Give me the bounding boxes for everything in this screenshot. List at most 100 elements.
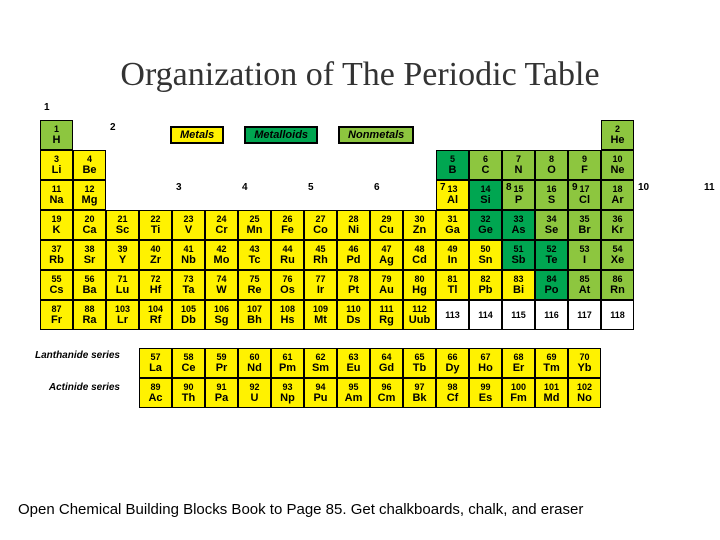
element-symbol: Na <box>49 195 63 206</box>
atomic-number: 118 <box>610 311 625 320</box>
atomic-number: 98 <box>447 383 457 392</box>
atomic-number: 19 <box>51 215 61 224</box>
atomic-number: 103 <box>115 305 130 314</box>
atomic-number: 39 <box>117 245 127 254</box>
group-number: 9 <box>570 182 578 194</box>
atomic-number: 61 <box>282 353 292 362</box>
element-cell: 62Sm <box>304 348 337 378</box>
element-cell: 9F <box>568 150 601 180</box>
element-symbol: Uub <box>409 315 430 326</box>
element-symbol: Bi <box>513 285 524 296</box>
element-symbol: Po <box>544 285 558 296</box>
element-symbol: V <box>185 225 192 236</box>
element-symbol: Rf <box>150 315 162 326</box>
atomic-number: 99 <box>480 383 490 392</box>
element-symbol: Er <box>513 363 525 374</box>
element-symbol: Am <box>345 393 363 404</box>
atomic-number: 109 <box>313 305 328 314</box>
element-cell: 24Cr <box>205 210 238 240</box>
element-symbol: Pa <box>215 393 228 404</box>
element-cell: 65Tb <box>403 348 436 378</box>
element-cell: 36Kr <box>601 210 634 240</box>
element-cell: 33As <box>502 210 535 240</box>
atomic-number: 57 <box>150 353 160 362</box>
element-symbol: S <box>548 195 555 206</box>
element-symbol: H <box>53 135 61 146</box>
atomic-number: 88 <box>84 305 94 314</box>
element-symbol: Hs <box>280 315 294 326</box>
atomic-number: 18 <box>612 185 622 194</box>
atomic-number: 105 <box>181 305 196 314</box>
element-cell: 109Mt <box>304 300 337 330</box>
element-symbol: La <box>149 363 162 374</box>
element-symbol: Cf <box>447 393 459 404</box>
element-symbol: Xe <box>611 255 624 266</box>
element-cell: 107Bh <box>238 300 271 330</box>
atomic-number: 40 <box>150 245 160 254</box>
main-grid: 1234567891011121314151617181H2He3Li4Be5B… <box>40 102 680 330</box>
element-cell: 10Ne <box>601 150 634 180</box>
atomic-number: 51 <box>513 245 523 254</box>
atomic-number: 64 <box>381 353 391 362</box>
element-cell: 51Sb <box>502 240 535 270</box>
element-symbol: Mg <box>82 195 98 206</box>
element-cell: 6C <box>469 150 502 180</box>
element-symbol: U <box>251 393 259 404</box>
element-cell: 46Pd <box>337 240 370 270</box>
element-cell: 8O <box>535 150 568 180</box>
atomic-number: 28 <box>348 215 358 224</box>
atomic-number: 104 <box>148 305 163 314</box>
element-cell: 32Ge <box>469 210 502 240</box>
atomic-number: 32 <box>480 215 490 224</box>
element-cell: 104Rf <box>139 300 172 330</box>
element-symbol: Np <box>280 393 295 404</box>
group-number: 1 <box>42 102 50 114</box>
atomic-number: 80 <box>414 275 424 284</box>
element-symbol: No <box>577 393 592 404</box>
atomic-number: 116 <box>544 311 559 320</box>
element-cell: 97Bk <box>403 378 436 408</box>
element-cell: 47Ag <box>370 240 403 270</box>
atomic-number: 46 <box>348 245 358 254</box>
group-number: 7 <box>438 182 446 194</box>
element-cell: 110Ds <box>337 300 370 330</box>
element-cell: 117 <box>568 300 601 330</box>
element-symbol: Tc <box>248 255 260 266</box>
atomic-number: 17 <box>579 185 589 194</box>
element-cell: 23V <box>172 210 205 240</box>
element-symbol: Mt <box>314 315 327 326</box>
element-cell: 70Yb <box>568 348 601 378</box>
atomic-number: 92 <box>249 383 259 392</box>
element-cell: 68Er <box>502 348 535 378</box>
periodic-table: MetalsMetalloidsNonmetals 12345678910111… <box>40 102 680 408</box>
atomic-number: 10 <box>612 155 622 164</box>
element-symbol: O <box>547 165 556 176</box>
atomic-number: 54 <box>612 245 622 254</box>
element-symbol: Al <box>447 195 458 206</box>
element-cell: 111Rg <box>370 300 403 330</box>
element-cell: 41Nb <box>172 240 205 270</box>
element-symbol: Te <box>545 255 557 266</box>
element-cell: 79Au <box>370 270 403 300</box>
atomic-number: 97 <box>414 383 424 392</box>
atomic-number: 59 <box>216 353 226 362</box>
element-symbol: Ir <box>317 285 324 296</box>
element-symbol: Sb <box>511 255 525 266</box>
element-symbol: Es <box>479 393 492 404</box>
atomic-number: 15 <box>513 185 523 194</box>
element-cell: 5B <box>436 150 469 180</box>
element-cell: 14Si <box>469 180 502 210</box>
atomic-number: 20 <box>84 215 94 224</box>
atomic-number: 68 <box>513 353 523 362</box>
atomic-number: 101 <box>544 383 559 392</box>
group-number: 11 <box>702 182 715 194</box>
atomic-number: 1 <box>54 125 59 134</box>
element-cell: 91Pa <box>205 378 238 408</box>
element-cell: 27Co <box>304 210 337 240</box>
atomic-number: 21 <box>117 215 127 224</box>
element-cell: 37Rb <box>40 240 73 270</box>
element-cell: 101Md <box>535 378 568 408</box>
atomic-number: 89 <box>150 383 160 392</box>
element-symbol: Co <box>313 225 328 236</box>
element-cell: 75Re <box>238 270 271 300</box>
